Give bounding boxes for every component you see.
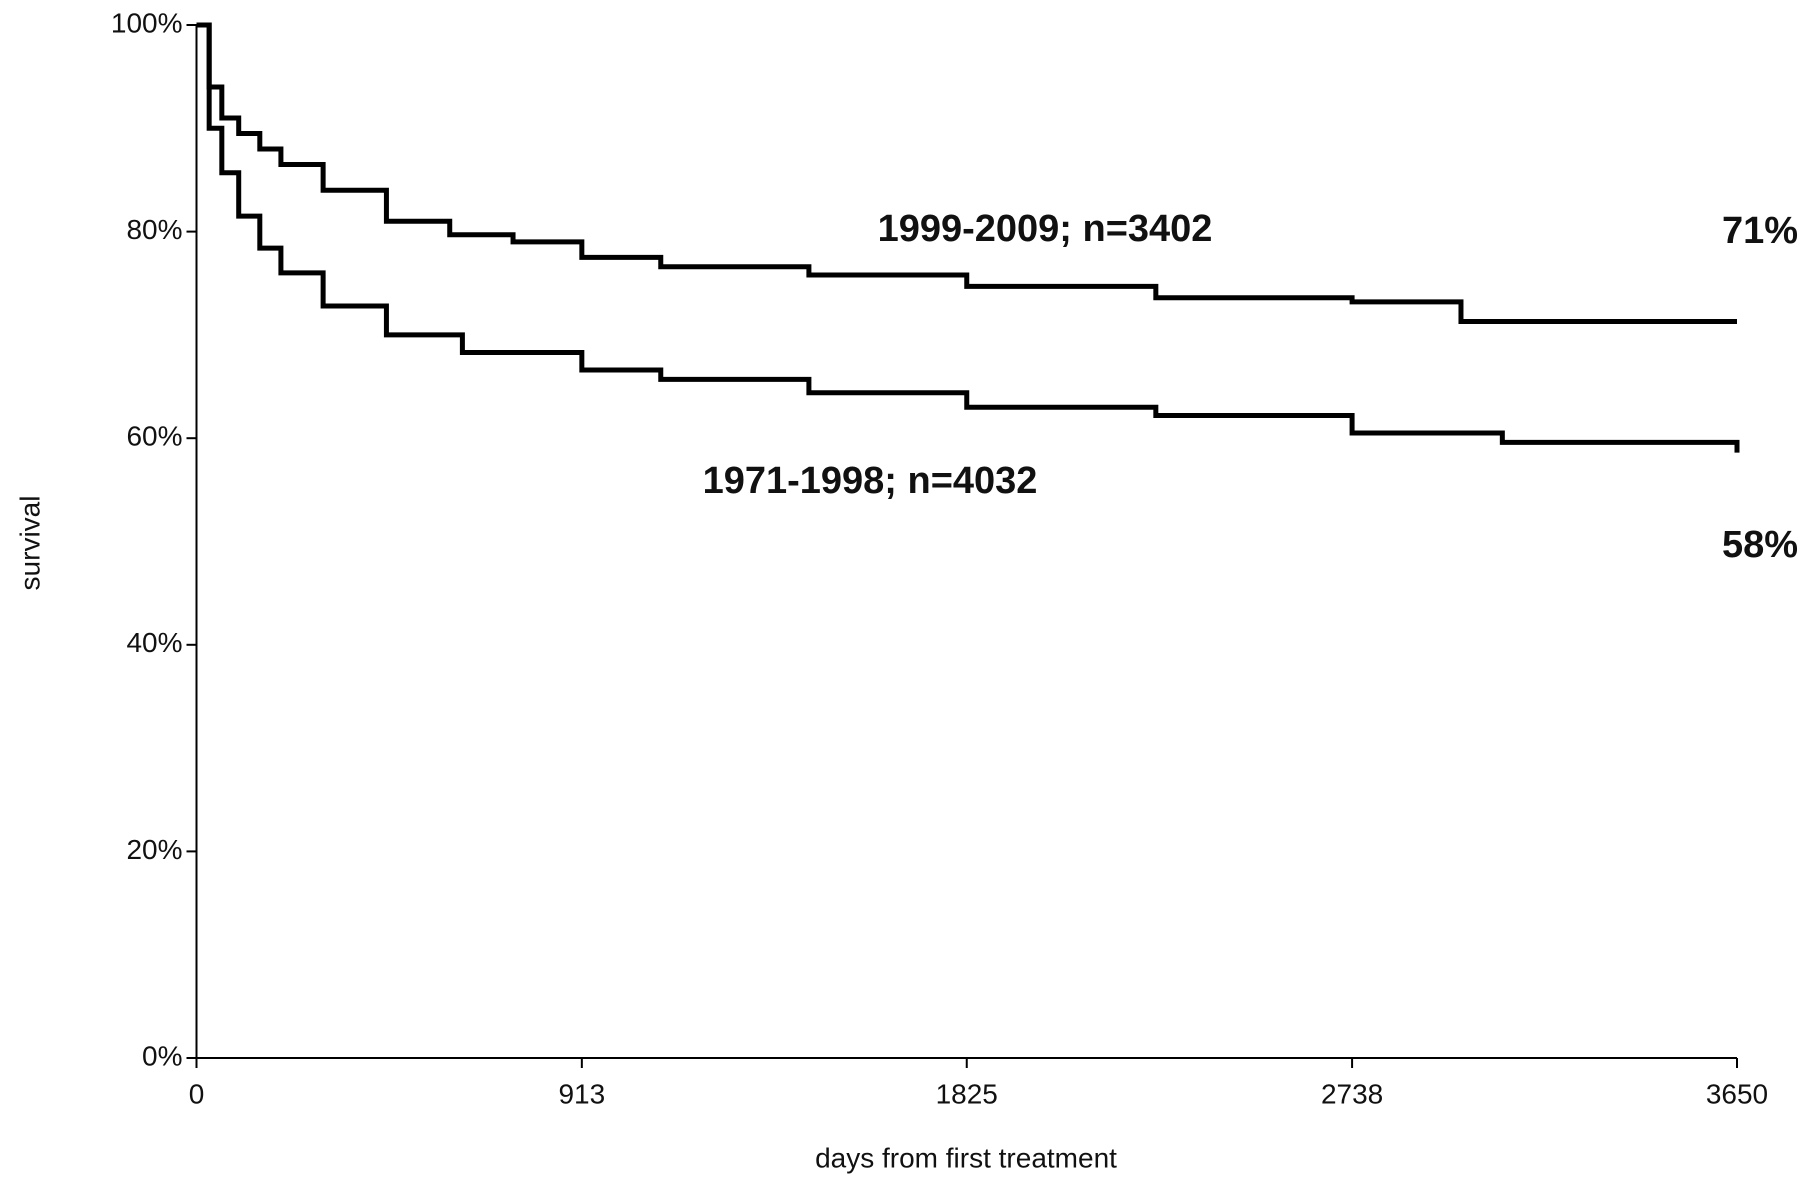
y-tick-label: 40% [126, 627, 182, 658]
series-label: 1999-2009; n=3402 [878, 208, 1213, 250]
x-tick-label: 3650 [1706, 1078, 1768, 1109]
series-label: 1971-1998; n=4032 [703, 460, 1038, 502]
x-tick-label: 0 [189, 1078, 205, 1109]
annotation: 71% [1722, 210, 1798, 252]
x-axis-label: days from first treatment [815, 1142, 1117, 1173]
y-tick-label: 20% [126, 834, 182, 865]
x-tick-label: 1825 [936, 1078, 998, 1109]
y-tick-label: 100% [111, 7, 183, 38]
y-axis-label: survival [14, 496, 45, 591]
y-tick-label: 80% [126, 214, 182, 245]
survival-curve [196, 22, 1737, 324]
x-tick-label: 2738 [1321, 1078, 1383, 1109]
y-tick-label: 0% [142, 1040, 182, 1071]
x-tick-label: 913 [558, 1078, 605, 1109]
y-tick-label: 60% [126, 421, 182, 452]
survival-curve [196, 22, 1740, 453]
annotation: 58% [1722, 524, 1798, 566]
